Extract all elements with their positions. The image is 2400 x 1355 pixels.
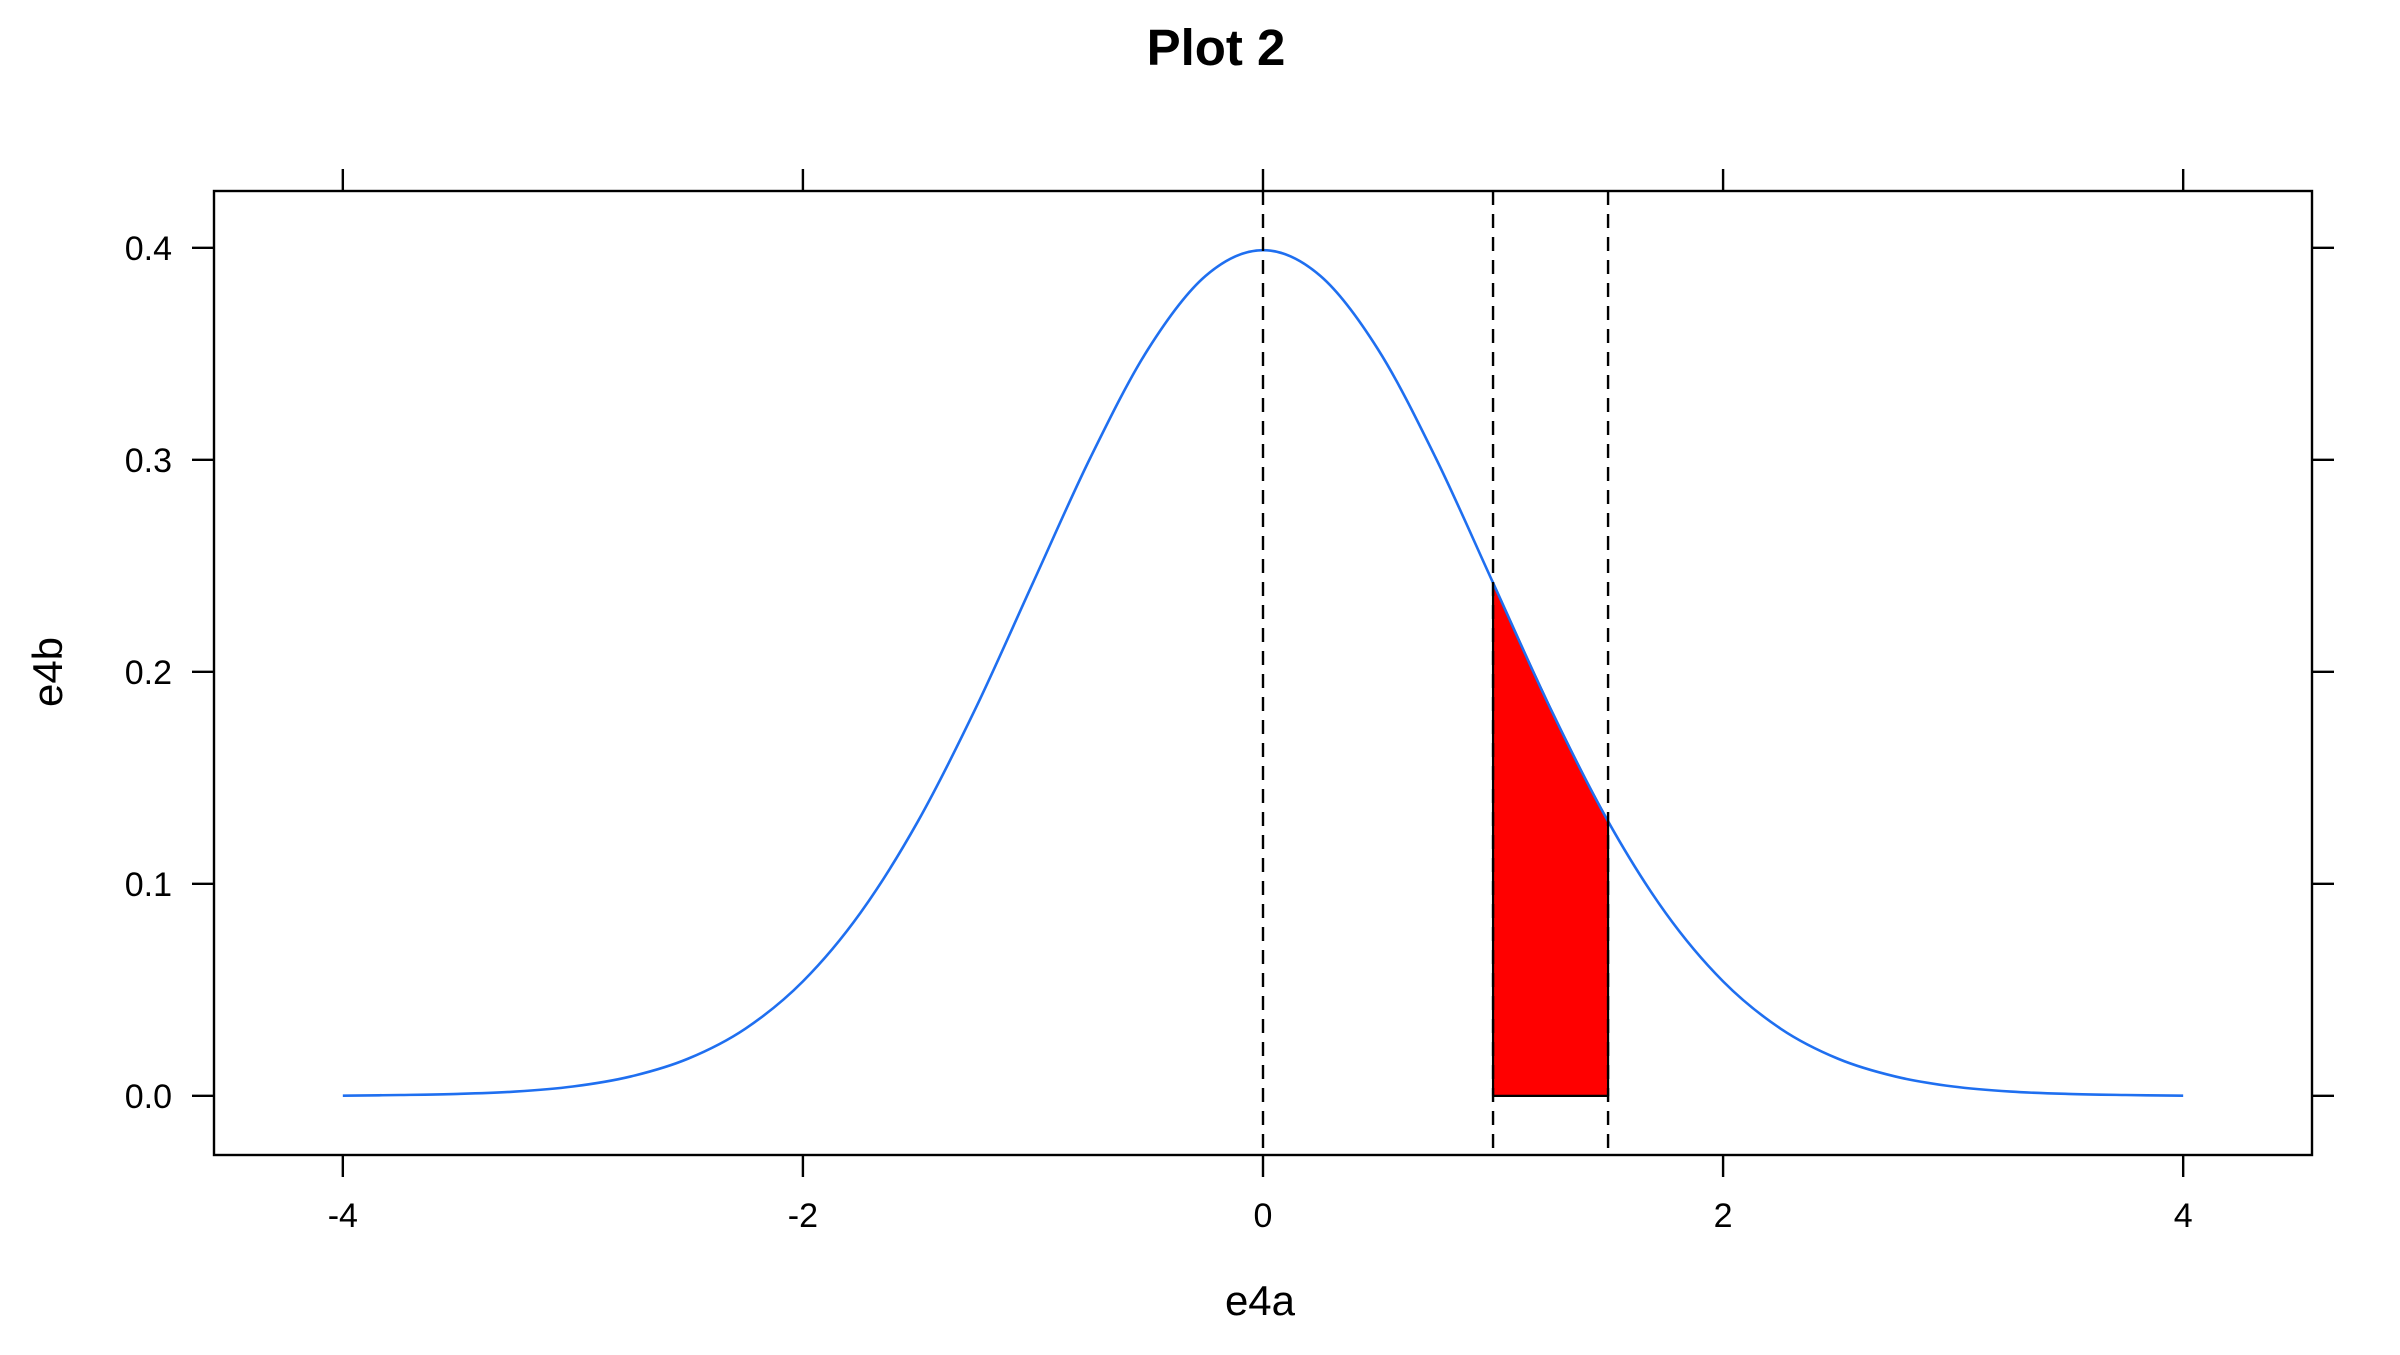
- x-tick-label: -2: [788, 1197, 818, 1235]
- x-tick-label: 0: [1254, 1197, 1273, 1235]
- y-tick-label: 0.1: [125, 866, 172, 904]
- x-axis-title: e4a: [1225, 1277, 1296, 1324]
- plot-layer: -4 -2 0 2 4 0.0 0.1 0.2 0.3 0.4: [125, 169, 2334, 1235]
- x-tick-label: 2: [1714, 1197, 1733, 1235]
- y-tick-label: 0.4: [125, 230, 172, 268]
- y-tick-label: 0.0: [125, 1078, 172, 1116]
- chart-title: Plot 2: [1147, 19, 1286, 76]
- x-tick-label: 4: [2174, 1197, 2193, 1235]
- x-tick-label: -4: [328, 1197, 358, 1235]
- y-tick-label: 0.2: [125, 654, 172, 692]
- y-tick-label: 0.3: [125, 442, 172, 480]
- y-axis-title: e4b: [24, 637, 71, 707]
- shaded-region: [1491, 581, 1610, 1097]
